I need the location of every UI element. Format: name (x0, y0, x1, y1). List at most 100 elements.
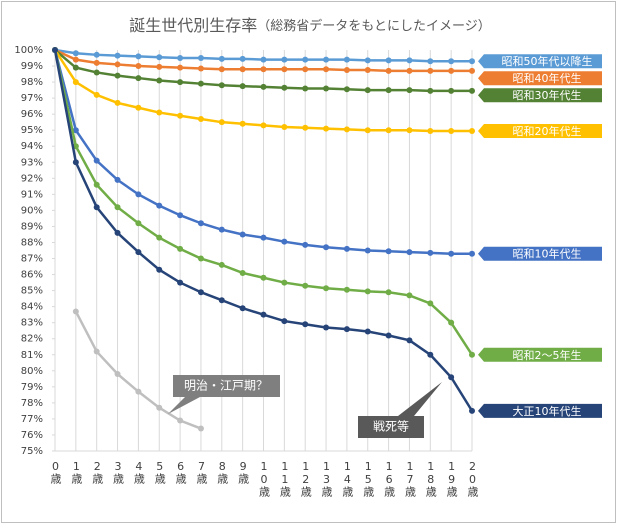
data-point (135, 220, 142, 227)
data-point (281, 56, 288, 63)
data-point (469, 351, 475, 358)
y-tick-label: 89% (21, 221, 43, 232)
data-point (218, 261, 225, 268)
x-tick-label: 7歳 (194, 460, 208, 484)
x-tick-label: 14歳 (340, 460, 354, 497)
data-point (385, 127, 392, 134)
x-tick-label: 15歳 (361, 460, 375, 497)
data-point (406, 249, 413, 256)
y-tick-label: 75% (21, 446, 43, 457)
data-point (343, 67, 350, 74)
x-tick-label: 11歳 (278, 460, 292, 497)
data-point (197, 220, 204, 227)
title: 誕生世代別生存率 (129, 16, 257, 35)
y-tick-label: 79% (21, 382, 43, 393)
data-point (260, 234, 267, 241)
data-point (93, 204, 100, 211)
y-tick-label: 78% (21, 398, 43, 409)
series-label: 昭和50年代以降生 (502, 54, 593, 68)
data-point (114, 99, 121, 106)
y-tick-label: 83% (21, 318, 43, 329)
data-point (469, 67, 475, 74)
data-point (448, 87, 455, 94)
data-point (114, 61, 121, 68)
data-point (197, 289, 204, 296)
data-point (343, 326, 350, 333)
data-point (114, 52, 121, 59)
data-point (364, 288, 371, 295)
data-point (260, 56, 267, 63)
series-label-box (478, 54, 602, 69)
data-point (260, 122, 267, 129)
series-label-box (478, 88, 602, 103)
data-point (52, 47, 58, 53)
data-point (177, 79, 184, 86)
x-tick-label: 4歳 (132, 460, 146, 484)
x-tick-label: 8歳 (215, 460, 229, 484)
data-point (177, 245, 184, 252)
data-point (323, 125, 330, 132)
data-point (72, 127, 79, 134)
data-point (343, 86, 350, 93)
x-tick-label: 20歳 (466, 460, 479, 497)
data-point (72, 64, 79, 71)
data-point (197, 80, 204, 87)
y-tick-label: 95% (21, 125, 43, 136)
data-point (323, 244, 330, 251)
series-label: 昭和20年代生 (513, 124, 582, 138)
data-point (72, 159, 79, 166)
data-point (135, 191, 142, 198)
data-point (281, 84, 288, 91)
data-point (302, 124, 309, 131)
data-point (448, 58, 455, 65)
data-point (281, 66, 288, 73)
data-point (135, 388, 142, 395)
y-tick-label: 82% (21, 334, 43, 345)
data-point (469, 128, 475, 135)
x-tick-label: 18歳 (424, 460, 438, 497)
data-point (218, 226, 225, 233)
data-point (218, 297, 225, 304)
data-point (343, 56, 350, 63)
y-tick-label: 80% (21, 366, 43, 377)
data-point (156, 266, 163, 273)
y-tick-label: 88% (21, 237, 43, 248)
series-label-box (478, 246, 602, 261)
data-point (156, 109, 163, 116)
data-point (93, 59, 100, 66)
data-point (343, 245, 350, 252)
data-point (177, 212, 184, 219)
data-point (239, 269, 246, 276)
data-point (114, 72, 121, 79)
series-label-box (478, 403, 602, 418)
y-tick-label: 87% (21, 254, 43, 265)
data-point (323, 285, 330, 292)
data-point (239, 55, 246, 62)
data-point (135, 53, 142, 60)
data-point (427, 249, 434, 256)
data-point (177, 279, 184, 286)
data-point (385, 289, 392, 296)
data-point (302, 56, 309, 63)
series-label-box (478, 124, 602, 139)
data-point (427, 58, 434, 65)
data-point (469, 87, 475, 94)
data-point (218, 119, 225, 126)
data-point (156, 77, 163, 84)
y-tick-label: 92% (21, 173, 43, 184)
data-point (302, 321, 309, 328)
series-label-box (478, 347, 602, 362)
data-point (239, 66, 246, 73)
data-point (385, 248, 392, 255)
data-point (427, 300, 434, 307)
data-point (406, 127, 413, 134)
x-tick-label: 6歳 (174, 460, 188, 484)
x-tick-label: 16歳 (382, 460, 396, 497)
data-point (218, 66, 225, 73)
data-point (406, 67, 413, 74)
data-point (281, 123, 288, 130)
data-point (364, 247, 371, 254)
data-point (72, 50, 79, 57)
x-tick-label: 3歳 (111, 460, 125, 484)
